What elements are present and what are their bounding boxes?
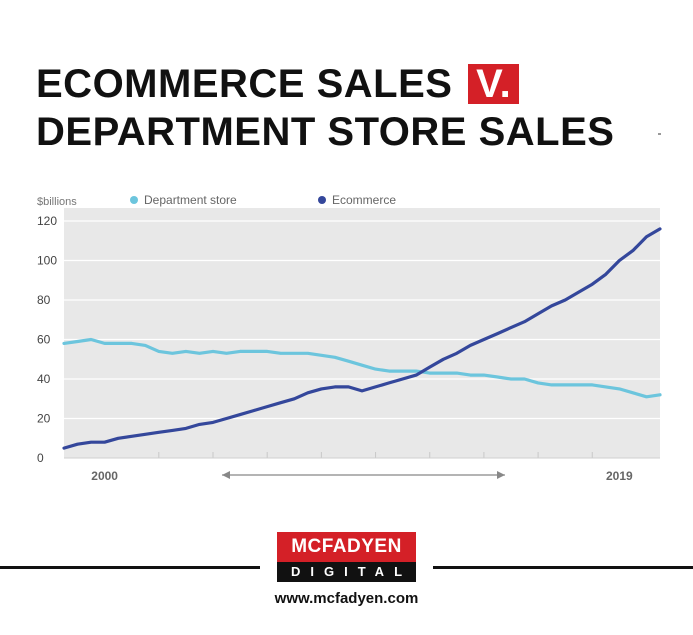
y-axis: 0 20 40 60 80 100 120 (37, 214, 57, 465)
series-lines (62, 227, 662, 450)
chart-title-line-1: ECOMMERCE SALES V. (36, 62, 520, 106)
logo-digital: DIGITAL (277, 562, 416, 582)
y-tick-label-80: 80 (37, 293, 51, 307)
footer-rule-right (433, 566, 693, 569)
title-versus-badge: V. (468, 64, 520, 104)
y-tick-label-0: 0 (37, 451, 44, 465)
brand-logo: MCFADYEN DIGITAL (277, 532, 416, 582)
x-axis: 2000 2019 (64, 452, 660, 483)
series-line-0 (62, 337, 662, 399)
series-line-1 (62, 227, 662, 450)
legend-label-1: Ecommerce (332, 193, 396, 207)
line-chart: $billions Department store Ecommerce 0 20 4… (37, 133, 662, 483)
footer-rule-left (0, 566, 260, 569)
legend-marker-0 (130, 196, 138, 204)
legend-label-0: Department store (144, 193, 237, 207)
website-link[interactable]: www.mcfadyen.com (274, 590, 419, 607)
grid (64, 220, 660, 420)
y-tick-label-20: 20 (37, 412, 51, 426)
x-tick-label-2000: 2000 (91, 469, 118, 483)
plot-area (64, 208, 660, 458)
y-tick-label-120: 120 (37, 214, 57, 228)
y-axis-unit-label: $billions (37, 196, 77, 208)
edge-mark (658, 133, 661, 135)
y-tick-label-100: 100 (37, 254, 57, 268)
logo-mcfadyen: MCFADYEN (277, 532, 416, 562)
chart-title-line-2: DEPARTMENT STORE SALES (36, 110, 615, 154)
time-arrow (222, 471, 505, 479)
y-tick-label-60: 60 (37, 333, 51, 347)
legend-marker-1 (318, 196, 326, 204)
legend: Department store Ecommerce (130, 193, 396, 207)
y-tick-label-40: 40 (37, 372, 51, 386)
x-tick-label-2019: 2019 (606, 469, 633, 483)
title-ecommerce-sales: ECOMMERCE SALES (36, 62, 453, 106)
